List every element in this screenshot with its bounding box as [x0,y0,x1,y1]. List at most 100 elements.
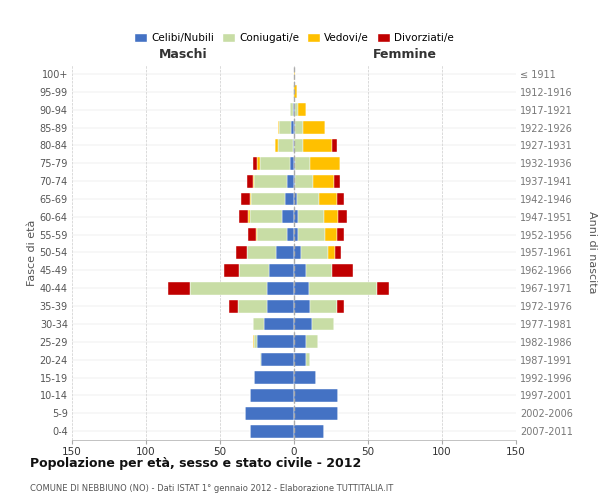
Bar [290,157,294,170]
Bar [239,210,248,223]
Bar [248,228,256,241]
Bar [294,353,306,366]
Legend: Celibi/Nubili, Coniugati/e, Vedovi/e, Divorziati/e: Celibi/Nubili, Coniugati/e, Vedovi/e, Di… [134,32,454,43]
Bar [168,282,190,294]
Bar [319,192,337,205]
Bar [262,353,294,366]
Bar [241,192,250,205]
Bar [247,174,253,188]
Bar [268,300,294,312]
Bar [325,228,337,241]
Bar [301,246,328,259]
Bar [294,139,303,152]
Bar [282,210,294,223]
Bar [337,192,344,205]
Bar [332,264,353,277]
Bar [297,192,319,205]
Bar [260,157,290,170]
Bar [269,264,294,277]
Bar [294,86,297,98]
Bar [294,246,301,259]
Bar [298,228,325,241]
Bar [309,282,377,294]
Bar [278,139,293,152]
Bar [294,228,298,241]
Bar [253,318,265,330]
Bar [294,389,338,402]
Bar [236,246,247,259]
Bar [294,336,306,348]
Bar [239,264,269,277]
Bar [306,264,332,277]
Bar [306,353,310,366]
Bar [253,174,254,188]
Bar [295,103,298,116]
Bar [294,424,323,438]
Bar [337,300,344,312]
Bar [190,282,268,294]
Text: COMUNE DI NEBBIUNO (NO) - Dati ISTAT 1° gennaio 2012 - Elaborazione TUTTITALIA.I: COMUNE DI NEBBIUNO (NO) - Dati ISTAT 1° … [30,484,393,493]
Bar [257,157,260,170]
Bar [293,139,294,152]
Bar [294,210,298,223]
Bar [294,174,295,188]
Bar [338,210,347,223]
Bar [257,336,294,348]
Bar [334,174,340,188]
Bar [337,228,344,241]
Bar [278,121,279,134]
Bar [323,210,338,223]
Bar [294,157,295,170]
Bar [312,318,334,330]
Bar [294,264,306,277]
Bar [310,300,337,312]
Bar [285,192,294,205]
Bar [335,246,341,259]
Bar [254,336,257,348]
Bar [294,192,297,205]
Bar [294,282,309,294]
Bar [256,228,257,241]
Bar [250,210,282,223]
Bar [332,139,337,152]
Bar [238,300,268,312]
Bar [294,318,312,330]
Bar [295,174,313,188]
Y-axis label: Fasce di età: Fasce di età [26,220,37,286]
Bar [279,121,291,134]
Bar [229,300,238,312]
Bar [265,318,294,330]
Bar [254,174,287,188]
Text: Femmine: Femmine [373,48,437,61]
Bar [294,300,310,312]
Bar [224,264,239,277]
Bar [298,103,306,116]
Bar [295,121,303,134]
Bar [251,192,285,205]
Bar [287,174,294,188]
Bar [303,139,332,152]
Bar [294,407,338,420]
Bar [253,336,254,348]
Bar [306,336,317,348]
Bar [250,192,251,205]
Bar [245,407,294,420]
Bar [293,86,294,98]
Bar [260,353,262,366]
Bar [293,103,294,116]
Bar [294,371,316,384]
Bar [257,228,287,241]
Bar [298,210,323,223]
Bar [254,371,294,384]
Bar [268,282,294,294]
Bar [294,103,295,116]
Bar [310,157,340,170]
Bar [248,210,250,223]
Bar [303,121,325,134]
Text: Popolazione per età, sesso e stato civile - 2012: Popolazione per età, sesso e stato civil… [30,458,361,470]
Bar [247,246,276,259]
Bar [328,246,335,259]
Bar [275,139,278,152]
Bar [276,246,294,259]
Bar [313,174,334,188]
